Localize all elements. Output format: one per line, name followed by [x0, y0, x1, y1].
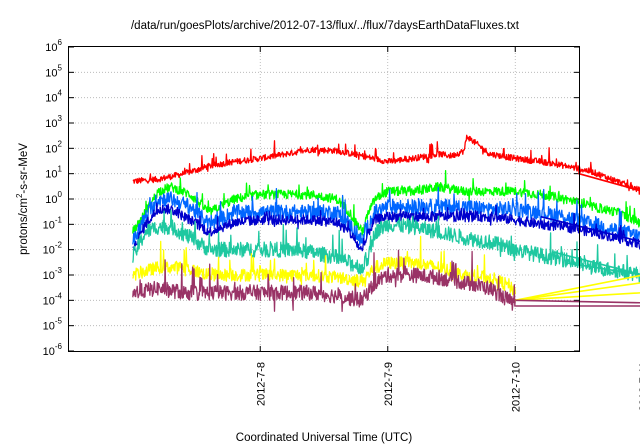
y-tick-base: 10	[45, 143, 57, 155]
x-tick-labels: 2012-7-8 2012-7-9 2012-7-10 2012-7-11	[255, 362, 640, 412]
y-tick-exp: 4	[58, 89, 63, 98]
y-tick-exp: -6	[55, 342, 63, 351]
y-axis-label-post: -s-sr-MeV	[18, 143, 30, 194]
y-tick-exp: 1	[58, 165, 63, 174]
tail-line-2	[540, 215, 640, 243]
y-tick-base: 10	[45, 42, 57, 54]
y-tick-label: 10-5	[43, 317, 63, 333]
series-line-1	[132, 134, 640, 195]
y-tick-exp: -1	[55, 215, 63, 224]
y-tick-exp: 0	[58, 190, 63, 199]
y-axis-label: protons/cm2-s-sr-MeV	[15, 143, 30, 255]
chart-title: /data/run/goesPlots/archive/2012-07-13/f…	[131, 20, 520, 32]
y-tick-exp: 3	[58, 114, 63, 123]
y-tick-base: 10	[45, 169, 57, 181]
series-line-7	[132, 249, 516, 313]
x-tick-label: 2012-7-9	[383, 362, 395, 406]
y-tick-base: 10	[43, 295, 55, 307]
y-tick-label: 103	[45, 114, 62, 130]
y-tick-exp: -2	[55, 241, 63, 250]
plot-frame	[68, 46, 580, 352]
y-tick-base: 10	[45, 67, 57, 79]
y-axis-label-pre: protons/cm	[18, 198, 30, 255]
y-tick-base: 10	[43, 245, 55, 257]
y-tick-label: 105	[45, 63, 62, 79]
y-tick-base: 10	[45, 194, 57, 206]
y-tick-base: 10	[43, 346, 55, 358]
y-tick-exp: 2	[58, 139, 63, 148]
y-tick-base: 10	[45, 93, 57, 105]
series-line-6	[132, 235, 516, 298]
series-line-2	[132, 169, 640, 237]
y-tick-label: 10-2	[43, 241, 63, 257]
x-axis-label: Coordinated Universal Time (UTC)	[236, 432, 413, 444]
tail-line-3	[553, 251, 640, 276]
y-tick-label: 10-3	[43, 266, 63, 282]
y-tick-label: 10-6	[43, 342, 63, 358]
y-tick-exp: 5	[58, 63, 63, 72]
series-layer	[132, 134, 640, 313]
y-tick-label: 10-1	[43, 215, 63, 231]
y-tick-base: 10	[45, 118, 57, 130]
x-tick-label: 2012-7-11	[638, 362, 640, 411]
y-axis-label-sup: 2	[15, 193, 24, 198]
y-tick-label: 104	[45, 89, 62, 105]
series-line-5	[132, 209, 640, 283]
y-tick-exp: -5	[55, 317, 63, 326]
x-tick-label: 2012-7-8	[255, 362, 267, 406]
y-tick-label: 100	[45, 190, 62, 206]
y-tick-label: 10-4	[43, 291, 63, 307]
tail-line-1	[578, 172, 640, 192]
y-tick-base: 10	[43, 219, 55, 231]
y-tick-exp: -4	[55, 291, 63, 300]
y-tick-exp: -3	[55, 266, 63, 275]
y-tick-label: 102	[45, 139, 62, 155]
y-tick-exp: 6	[58, 38, 63, 47]
y-tick-label: 106	[45, 38, 62, 54]
tail-line-6	[515, 282, 640, 302]
y-tick-label: 101	[45, 165, 62, 181]
x-tick-label: 2012-7-10	[510, 362, 522, 412]
y-tick-base: 10	[43, 321, 55, 333]
y-tick-base: 10	[43, 270, 55, 282]
y-tick-labels: 10610510410310210110010-110-210-310-410-…	[43, 38, 63, 358]
series-line-4	[132, 202, 640, 252]
